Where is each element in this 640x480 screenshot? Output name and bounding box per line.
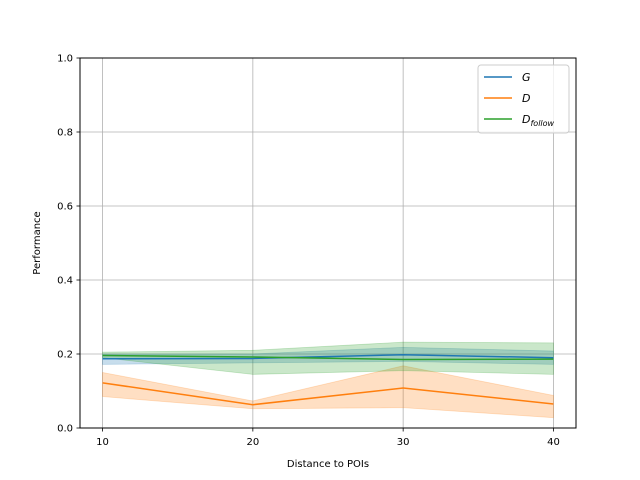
line-d-follow [102, 354, 554, 361]
legend-label-g: G [522, 71, 531, 84]
x-axis-ticks: 10 20 30 40 [96, 428, 560, 448]
y-tick-label: 0.0 [57, 424, 73, 435]
plot-frame [79, 57, 577, 429]
band-d [102, 365, 554, 419]
x-tick-label: 20 [246, 437, 259, 448]
y-axis-ticks: 0.0 0.2 0.4 0.6 0.8 1.0 [57, 54, 80, 435]
legend-box [477, 64, 570, 134]
legend-label-d: D [522, 92, 530, 105]
y-tick-label: 1.0 [57, 54, 73, 65]
x-axis-label: Distance to POIs [287, 459, 369, 470]
y-tick-label: 0.8 [57, 128, 73, 139]
x-tick-label: 40 [547, 437, 560, 448]
y-axis-label: Performance [32, 211, 43, 274]
y-tick-label: 0.2 [57, 350, 73, 361]
line-d [102, 382, 554, 406]
legend-label-subscript: follow [530, 119, 554, 128]
y-tick-label: 0.6 [57, 202, 73, 213]
x-tick-label: 10 [96, 437, 109, 448]
line-g [102, 353, 554, 360]
y-tick-label: 0.4 [57, 276, 73, 287]
series-lines [102, 353, 554, 406]
x-tick-label: 30 [397, 437, 410, 448]
